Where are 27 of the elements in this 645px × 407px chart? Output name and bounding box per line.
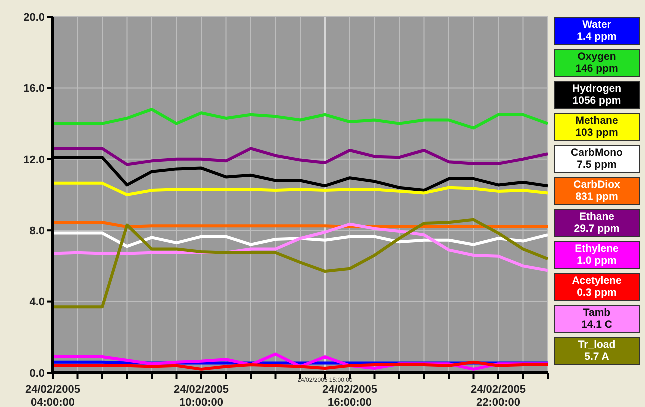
- x-tick-label: 24/02/2005 16:00:00: [322, 384, 378, 407]
- line-series: [53, 182, 548, 196]
- line-series: [53, 108, 548, 130]
- y-tick-label: 12.0: [24, 154, 45, 166]
- y-tick-label: 20.0: [24, 12, 45, 24]
- text: Oxygen 146 ppm: [555, 51, 639, 75]
- text: Ethylene 1.0 ppm: [555, 243, 639, 267]
- text: Ethane 29.7 ppm: [555, 211, 639, 235]
- text: CarbMono 7.5 ppm: [555, 147, 639, 171]
- y-tick-label: 4.0: [30, 296, 45, 309]
- x-tick-label: 24/02/2005 10:00:00: [174, 384, 230, 407]
- text: Methane 103 ppm: [555, 115, 639, 139]
- y-tick-label: 16.0: [24, 83, 45, 96]
- y-tick-label: 8.0: [30, 226, 45, 238]
- text: Tr_load 5.7 A: [555, 339, 639, 363]
- line-series: [53, 147, 548, 166]
- line-series: [53, 218, 548, 309]
- text: Acetylene 0.3 ppm: [555, 275, 639, 299]
- text: Tamb 14.1 C: [555, 307, 639, 331]
- x-tick-label: 24/02/2005 22:00:00: [470, 384, 526, 407]
- y-tick-label: 0.0: [30, 368, 45, 380]
- text: CarbDiox 831 ppm: [555, 179, 639, 203]
- line-series: [53, 222, 548, 272]
- x-tick-label: 24/02/2005 04:00:00: [25, 384, 81, 407]
- text: Hydrogen 1056 ppm: [555, 83, 639, 107]
- text: Water 1.4 ppm: [555, 19, 639, 43]
- line-series: [53, 360, 548, 371]
